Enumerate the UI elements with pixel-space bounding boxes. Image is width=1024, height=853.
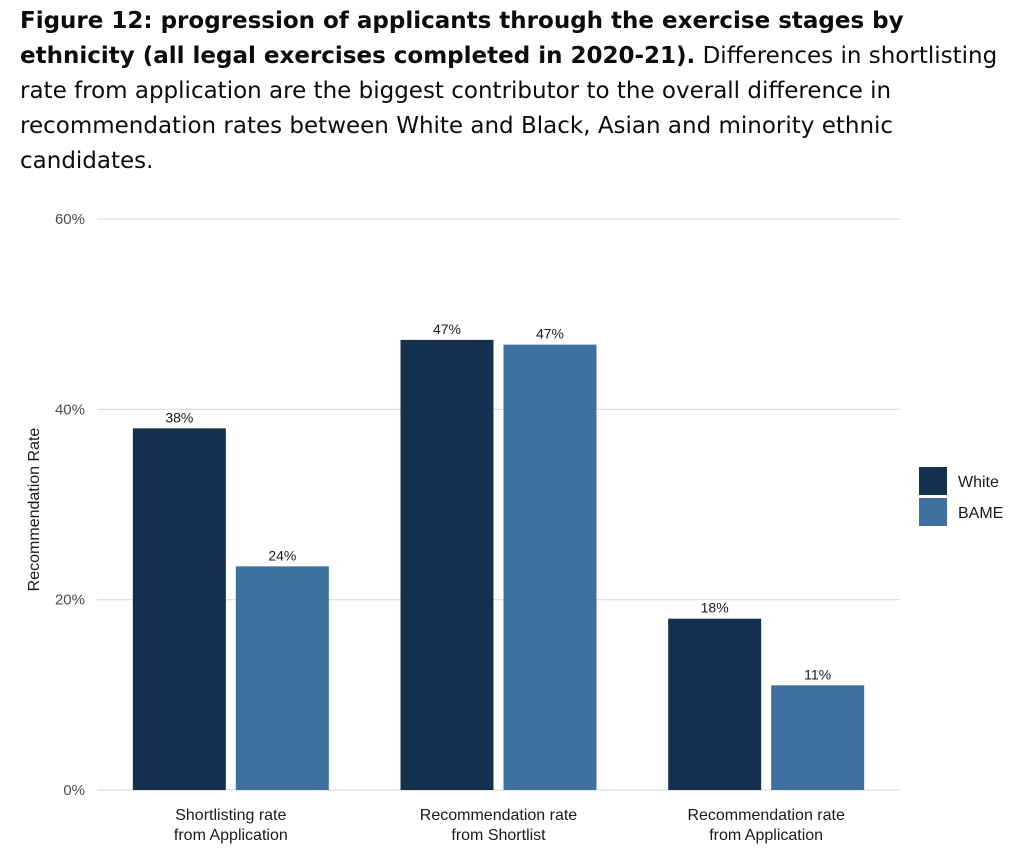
legend-label: White: [958, 474, 999, 491]
x-tick-label: Recommendation rate: [687, 807, 845, 824]
data-label: 38%: [165, 409, 193, 425]
legend-swatch-white: [919, 467, 947, 495]
data-label: 47%: [433, 321, 461, 337]
bar-white: [132, 428, 226, 790]
caption-title: Figure 12: progression of applicants thr…: [20, 8, 904, 69]
bar-bame: [235, 566, 329, 790]
legend-swatch-bame: [919, 498, 947, 526]
y-tick-label: 40%: [55, 401, 85, 418]
x-tick-label: Recommendation rate: [420, 807, 578, 824]
y-tick-label: 20%: [55, 592, 85, 609]
data-label: 11%: [804, 666, 831, 682]
x-tick-label: from Application: [709, 827, 823, 844]
x-tick-label: Shortlisting rate: [175, 807, 286, 824]
legend-label: BAME: [958, 505, 1003, 522]
data-label: 47%: [536, 326, 564, 342]
y-tick-label: 60%: [55, 211, 85, 228]
caption-text: Differences in shortlisting rate from ap…: [20, 43, 998, 174]
data-label: 18%: [701, 600, 729, 616]
data-label: 24%: [268, 547, 296, 563]
bar-bame: [771, 685, 865, 790]
bar-white: [668, 618, 762, 790]
y-tick-label: 0%: [63, 782, 85, 799]
bar-white: [400, 339, 494, 790]
figure-caption: Figure 12: progression of applicants thr…: [20, 4, 1010, 179]
x-tick-label: from Shortlist: [451, 827, 546, 844]
y-axis-label: Recommendation Rate: [26, 428, 43, 592]
bar-bame: [503, 344, 597, 790]
x-tick-label: from Application: [174, 827, 288, 844]
